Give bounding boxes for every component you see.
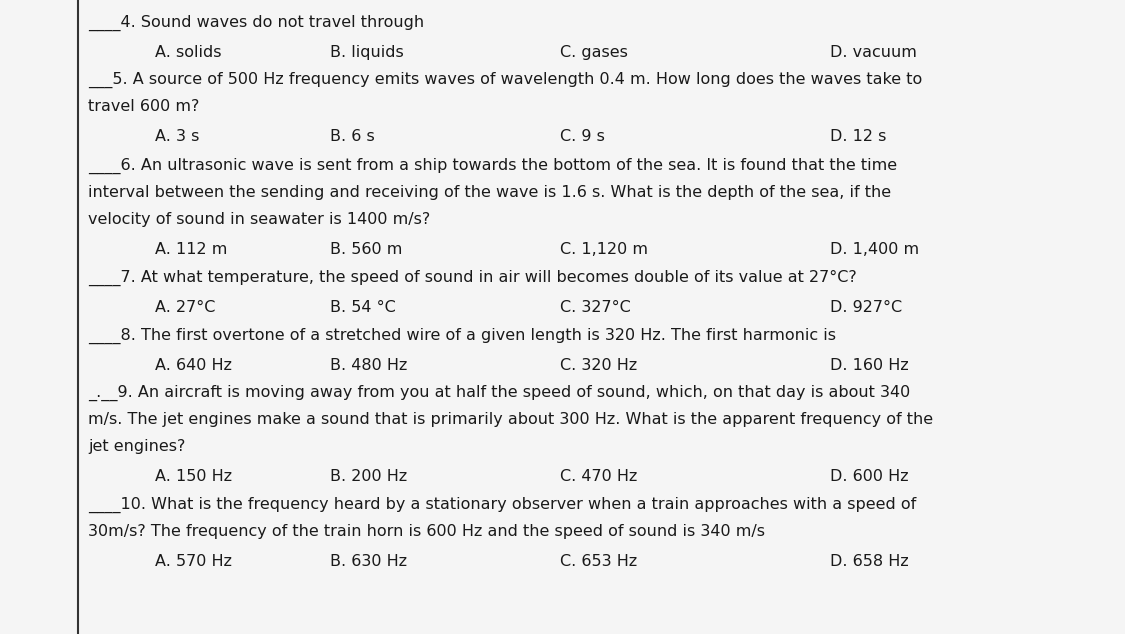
Text: jet engines?: jet engines? (88, 439, 186, 454)
Text: A. solids: A. solids (155, 45, 222, 60)
Text: velocity of sound in seawater is 1400 m/s?: velocity of sound in seawater is 1400 m/… (88, 212, 430, 227)
Text: A. 3 s: A. 3 s (155, 129, 199, 144)
Text: C. 1,120 m: C. 1,120 m (560, 242, 648, 257)
Text: B. liquids: B. liquids (330, 45, 404, 60)
Text: D. 658 Hz: D. 658 Hz (830, 554, 909, 569)
Text: B. 630 Hz: B. 630 Hz (330, 554, 407, 569)
Text: C. 327°C: C. 327°C (560, 300, 631, 315)
Text: ____6. An ultrasonic wave is sent from a ship towards the bottom of the sea. It : ____6. An ultrasonic wave is sent from a… (88, 158, 897, 174)
Text: D. 160 Hz: D. 160 Hz (830, 358, 909, 373)
Text: A. 150 Hz: A. 150 Hz (155, 469, 232, 484)
Text: B. 200 Hz: B. 200 Hz (330, 469, 407, 484)
Text: C. 320 Hz: C. 320 Hz (560, 358, 637, 373)
Text: ____10. What is the frequency heard by a stationary observer when a train approa: ____10. What is the frequency heard by a… (88, 497, 916, 513)
Text: C. 9 s: C. 9 s (560, 129, 605, 144)
Text: B. 560 m: B. 560 m (330, 242, 403, 257)
Text: D. 1,400 m: D. 1,400 m (830, 242, 919, 257)
Text: A. 570 Hz: A. 570 Hz (155, 554, 232, 569)
Text: B. 54 °C: B. 54 °C (330, 300, 396, 315)
Text: travel 600 m?: travel 600 m? (88, 99, 199, 114)
Text: B. 480 Hz: B. 480 Hz (330, 358, 407, 373)
Text: C. 470 Hz: C. 470 Hz (560, 469, 638, 484)
Text: A. 640 Hz: A. 640 Hz (155, 358, 232, 373)
Text: m/s. The jet engines make a sound that is primarily about 300 Hz. What is the ap: m/s. The jet engines make a sound that i… (88, 412, 933, 427)
Text: D. vacuum: D. vacuum (830, 45, 917, 60)
Text: A. 112 m: A. 112 m (155, 242, 227, 257)
Text: D. 12 s: D. 12 s (830, 129, 886, 144)
Text: B. 6 s: B. 6 s (330, 129, 375, 144)
Text: interval between the sending and receiving of the wave is 1.6 s. What is the dep: interval between the sending and receivi… (88, 185, 891, 200)
Text: ____4. Sound waves do not travel through: ____4. Sound waves do not travel through (88, 15, 424, 31)
Text: C. gases: C. gases (560, 45, 628, 60)
Text: D. 927°C: D. 927°C (830, 300, 902, 315)
Text: ____7. At what temperature, the speed of sound in air will becomes double of its: ____7. At what temperature, the speed of… (88, 270, 857, 286)
Text: D. 600 Hz: D. 600 Hz (830, 469, 909, 484)
Text: 30m/s? The frequency of the train horn is 600 Hz and the speed of sound is 340 m: 30m/s? The frequency of the train horn i… (88, 524, 765, 539)
Text: _.__9. An aircraft is moving away from you at half the speed of sound, which, on: _.__9. An aircraft is moving away from y… (88, 385, 910, 401)
Text: ___5. A source of 500 Hz frequency emits waves of wavelength 0.4 m. How long doe: ___5. A source of 500 Hz frequency emits… (88, 72, 922, 88)
Text: C. 653 Hz: C. 653 Hz (560, 554, 637, 569)
Text: A. 27°C: A. 27°C (155, 300, 215, 315)
Text: ____8. The first overtone of a stretched wire of a given length is 320 Hz. The f: ____8. The first overtone of a stretched… (88, 328, 836, 344)
